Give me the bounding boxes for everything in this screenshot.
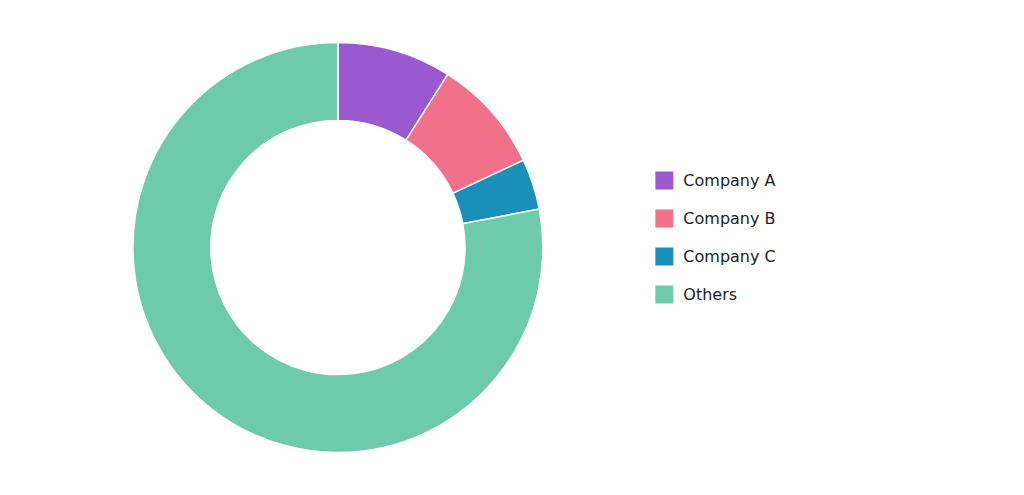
chart-svg: Company A Company B Company C Others xyxy=(0,0,1024,495)
legend: Company A Company B Company C Others xyxy=(655,171,775,304)
pie-group xyxy=(133,43,543,453)
legend-item: Company B xyxy=(655,209,775,228)
legend-swatch xyxy=(655,248,673,266)
legend-swatch xyxy=(655,210,673,228)
legend-label: Company C xyxy=(683,247,775,266)
legend-label: Company B xyxy=(683,209,775,228)
legend-swatch xyxy=(655,286,673,304)
legend-label: Company A xyxy=(683,171,775,190)
slice xyxy=(133,43,543,453)
legend-item: Others xyxy=(655,285,737,304)
legend-item: Company C xyxy=(655,247,775,266)
legend-label: Others xyxy=(683,285,737,304)
legend-swatch xyxy=(655,172,673,190)
legend-item: Company A xyxy=(655,171,775,190)
